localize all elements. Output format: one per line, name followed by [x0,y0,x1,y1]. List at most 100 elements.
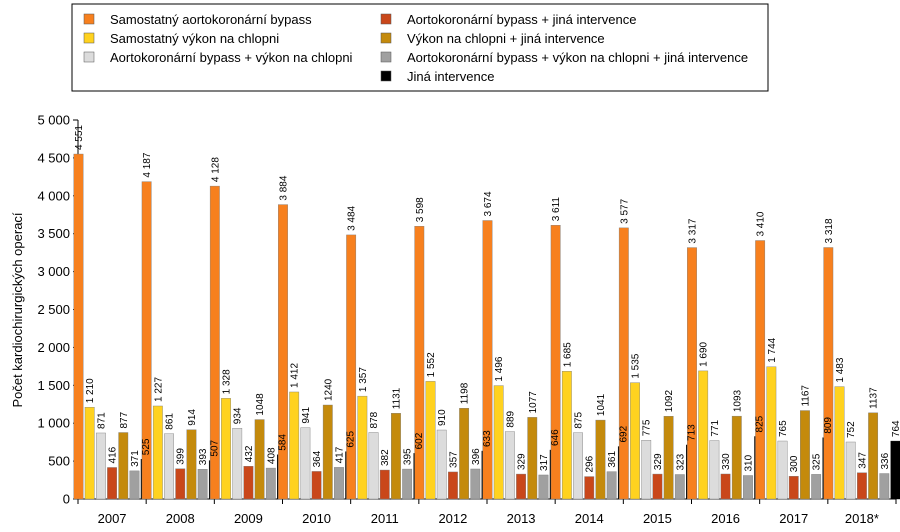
x-tick-label: 2012 [438,511,467,526]
bar [687,247,697,500]
bar [516,473,526,500]
bar-value-label: 393 [198,448,209,465]
legend-box [71,3,769,92]
bar-value-label: 329 [653,453,664,470]
bar-value-label: 692 [618,425,629,442]
bar-value-label: 1 328 [222,369,233,394]
bar-value-label: 3 484 [347,205,358,230]
bar-value-label: 1 210 [85,378,96,403]
bar [232,428,243,500]
legend-label: Aortokoronární bypass + jiná intervence [407,12,636,27]
bar [197,469,208,500]
bar [278,204,288,500]
bar-value-label: 3 611 [551,197,562,222]
bar [788,476,799,500]
bar-value-label: 364 [312,450,323,467]
bar [606,471,617,500]
bar-value-label: 1 496 [494,356,505,381]
legend-swatch [83,51,95,63]
bar-value-label: 765 [778,420,789,437]
x-tick-label: 2009 [234,511,263,526]
bar [118,432,129,500]
bar-value-label: 382 [380,449,391,466]
bar-value-label: 1092 [664,390,675,413]
bar [346,234,357,500]
bar-value-label: 395 [403,448,414,465]
bar-value-label: 825 [755,415,766,432]
bar [95,432,106,500]
bar [709,440,720,500]
y-tick-label: 0 [63,492,70,507]
bar-value-label: 3 318 [824,218,835,243]
legend: Samostatný aortokoronární bypass Aortokor… [71,3,769,92]
legend-swatch [380,13,392,25]
bar-value-label: 3 674 [483,191,494,216]
bar [663,416,674,500]
bar-value-label: 1240 [323,378,334,401]
bar [311,471,322,500]
bar-value-label: 371 [130,450,141,467]
bar [618,227,629,500]
bar-value-label: 1 744 [767,337,778,362]
bar-value-label: 1 685 [562,342,573,367]
bar-value-label: 1131 [391,387,402,409]
bar [243,466,254,500]
legend-swatch [380,51,392,63]
bar-value-label: 941 [301,407,312,424]
bar-value-label: 329 [517,453,528,470]
y-axis-label: Počet kardiochirurgických operací [10,212,25,407]
bar-value-label: 775 [642,419,653,436]
bar-value-label: 399 [176,448,187,465]
bar-value-label: 1 552 [426,352,437,377]
bar-value-label: 3 317 [687,218,698,243]
bar-value-label: 1 535 [631,353,642,378]
x-tick-label: 2010 [302,511,331,526]
bar [482,220,493,500]
y-tick-label: 4 000 [37,188,70,203]
x-tick-label: 2016 [711,511,740,526]
bar-value-label: 310 [743,454,754,471]
x-tick-label: 2007 [98,511,127,526]
bar [493,385,504,500]
bar-value-label: 1041 [596,393,607,416]
bar-value-label: 1 412 [290,363,301,388]
y-axis: 0 500 1 000 1 500 2 000 2 500 3 000 3 500 4 000 4… [37,113,79,507]
bar-value-label: 525 [141,438,152,455]
bar-value-label: 3 884 [278,175,289,200]
bar-value-label: 325 [812,453,823,470]
bar [630,382,640,500]
bar [254,419,265,500]
bar-value-label: 1077 [528,391,539,414]
bar [107,467,117,500]
bar [414,226,425,500]
bar [584,476,595,500]
bar-value-label: 4 551 [74,125,85,150]
bar [823,247,834,500]
bar [391,413,401,500]
bar [186,429,197,500]
bar [402,468,413,500]
bar-value-label: 1 227 [153,377,164,402]
bar-value-label: 296 [585,455,596,472]
bar [504,431,515,500]
bar [300,427,311,500]
bar-value-label: 861 [165,413,176,430]
bar [73,153,84,500]
bar [436,429,447,500]
y-tick-label: 2 500 [37,302,70,317]
bar-value-label: 4 128 [210,157,221,182]
bar-value-label: 752 [846,421,857,438]
bar-value-label: 875 [574,412,585,429]
bar [141,181,152,500]
bar-value-label: 396 [471,448,482,465]
y-tick-label: 1 500 [37,378,70,393]
bar-value-label: 914 [187,409,198,426]
bar [289,391,300,500]
bar [470,468,481,500]
bar [322,404,333,500]
bar [868,412,879,500]
bar [857,472,867,500]
bar-value-label: 361 [607,451,618,468]
